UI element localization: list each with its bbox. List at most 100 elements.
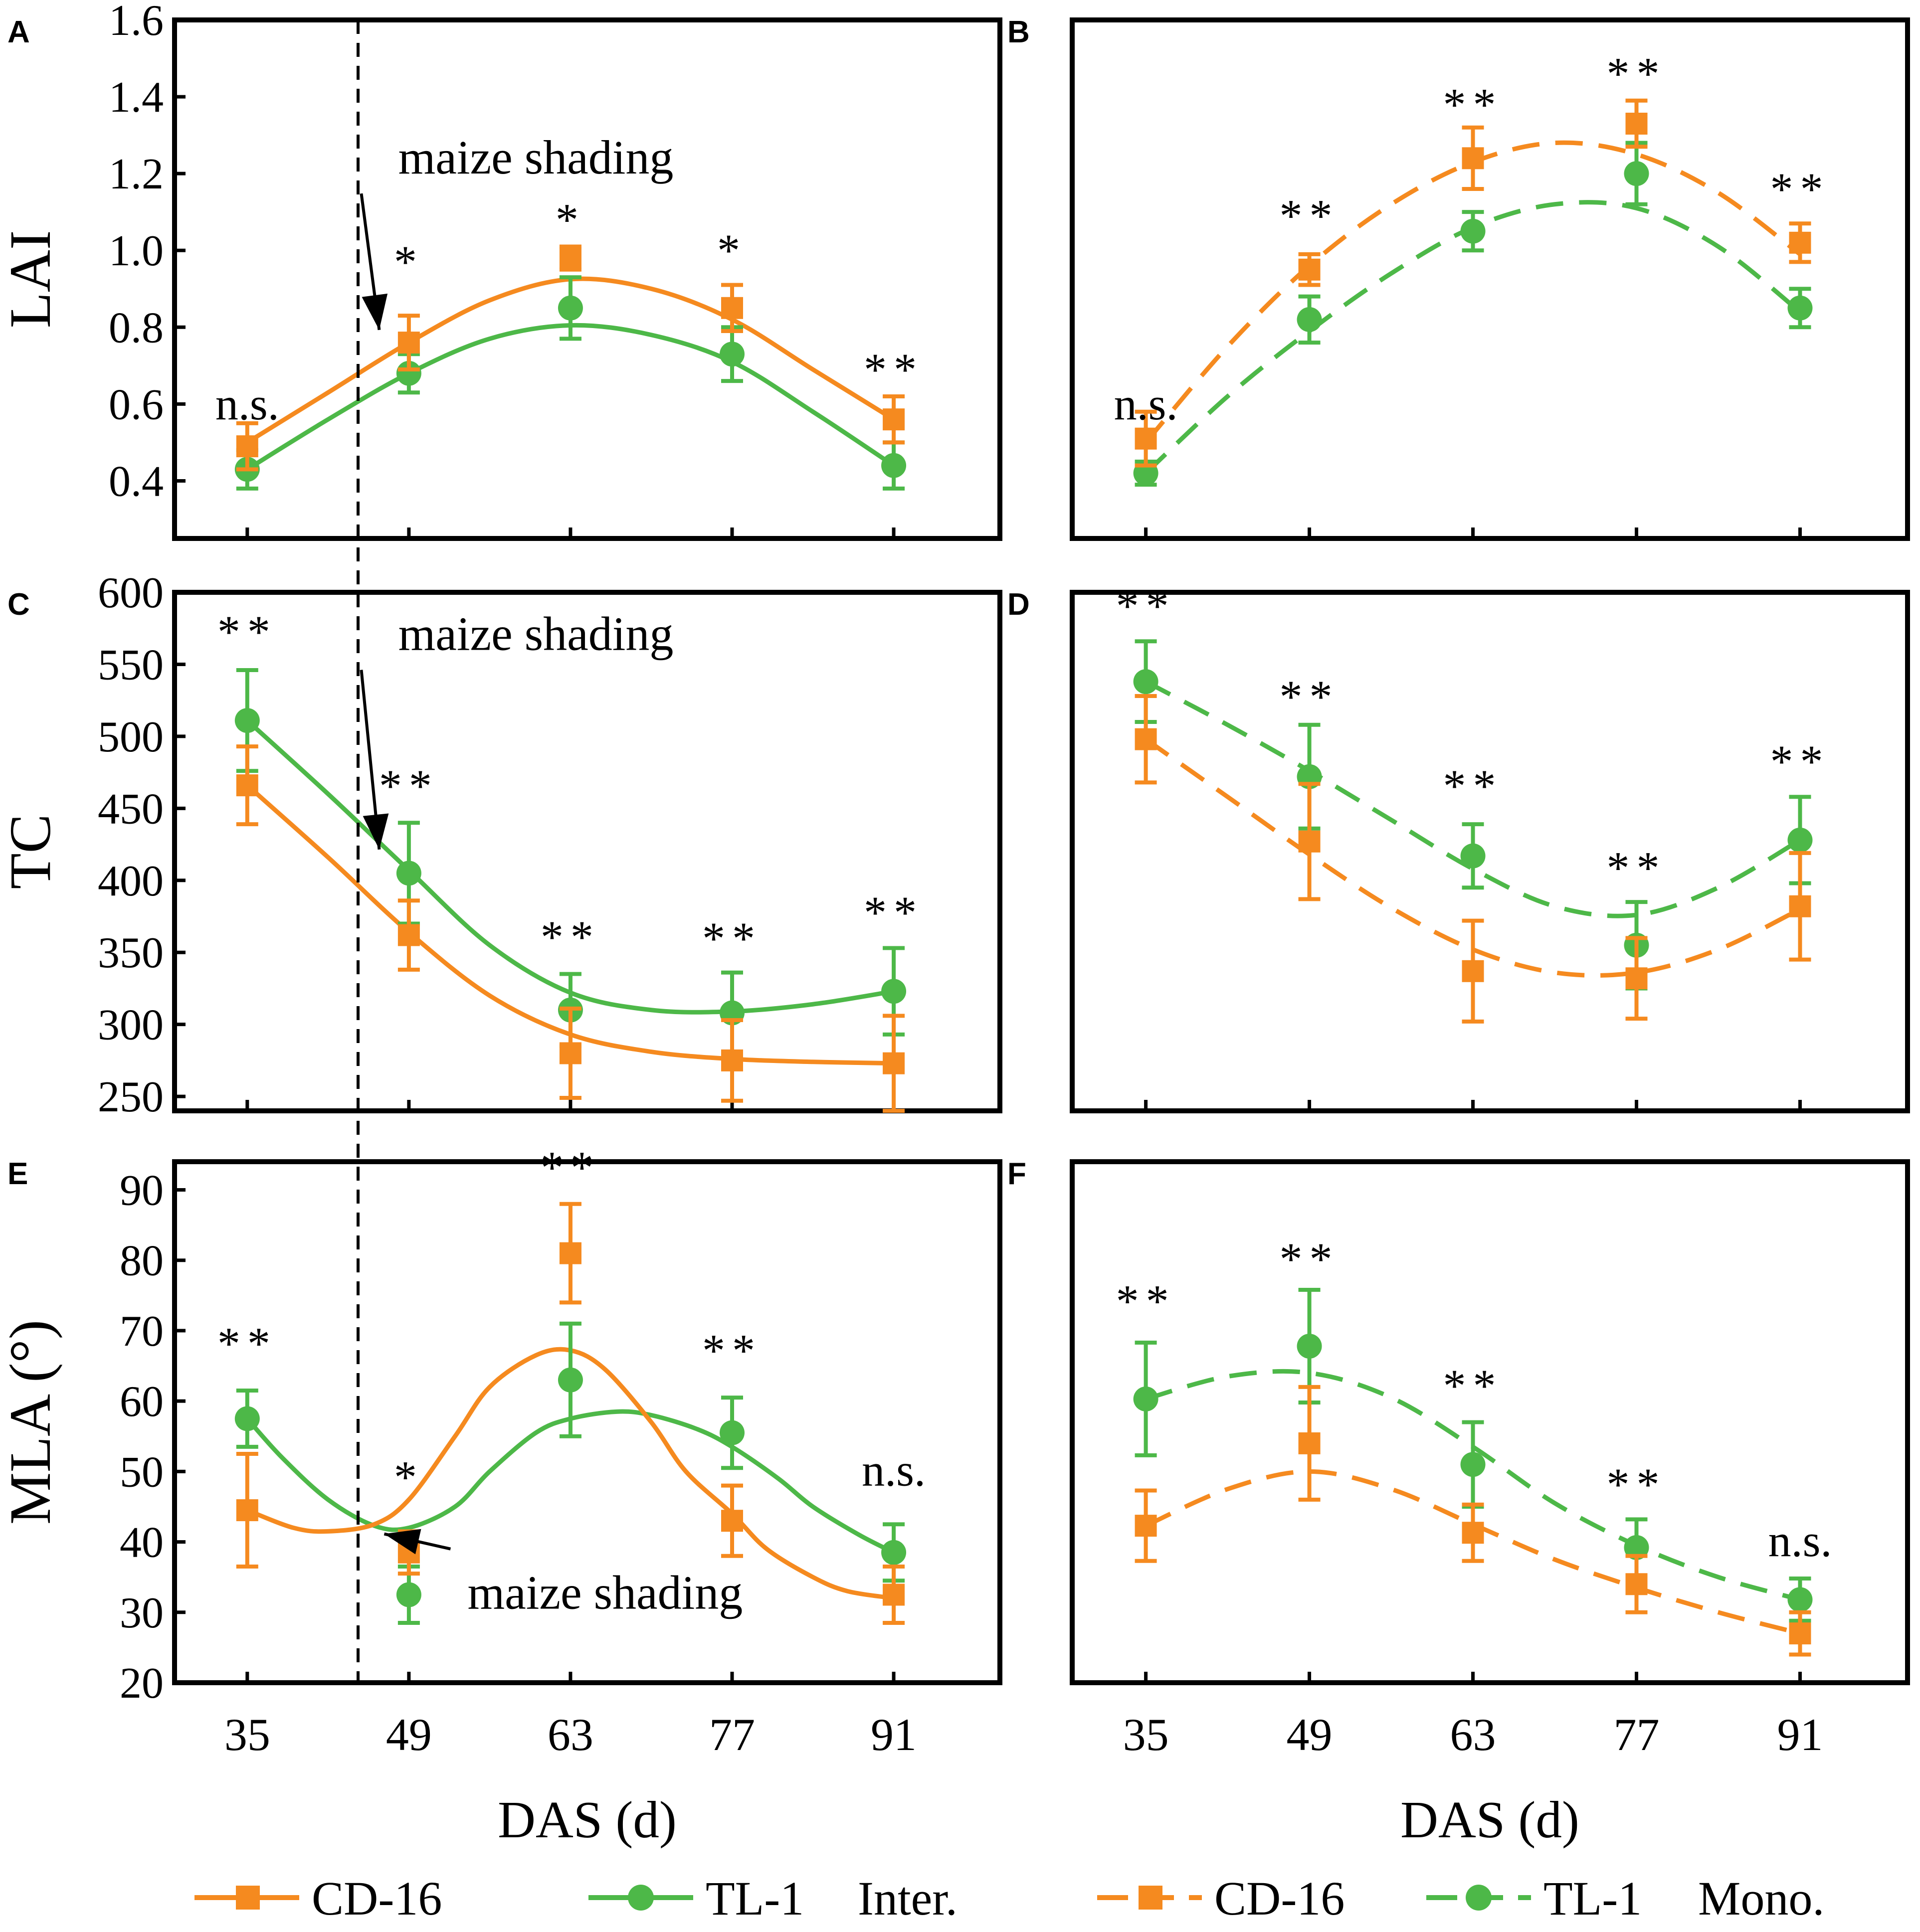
significance-label: n.s. [1768,1515,1832,1566]
significance-label: ** [1443,760,1503,811]
mono-legend-group-label: Mono. [1698,1872,1824,1925]
panel-label: D [1007,587,1030,622]
tl1-point [881,453,907,478]
tl1-point [719,342,745,367]
cd16-point [883,408,905,431]
x-tick-label: 91 [1777,1709,1823,1760]
mono-cd16-legend-label: CD-16 [1214,1872,1344,1925]
panel-b: Bn.s. ** ** ** ** [1007,15,1910,541]
annotation-label: maize shading [398,131,674,184]
tl1-fit-curve [245,718,894,1015]
cd16-point [721,1510,743,1532]
tl1-point [1460,843,1486,869]
panel-label: E [7,1157,28,1191]
cd16-point [559,247,581,269]
mono-tl1-legend-label: TL-1 [1543,1872,1642,1925]
cd16-point [1135,427,1157,450]
significance-label: ** [1443,79,1503,130]
panel-frame [172,17,1002,541]
x-tick-label: 49 [1287,1709,1333,1760]
x-tick-label: 77 [1614,1709,1660,1760]
cd16-point [1625,967,1648,990]
panel-d: D ** ** ** ** ** [1007,580,1910,1113]
inter-tl1-legend-marker [628,1885,654,1911]
cd16-point [1789,1622,1811,1645]
panel-label: F [1007,1157,1026,1191]
significance-label: * [717,225,747,276]
y-tick-label: 0.8 [109,304,164,352]
y-tick-label: 30 [120,1589,164,1637]
panel-frame [172,590,1002,1113]
significance-label: ** [864,344,924,395]
cd16-fit-curve [1144,737,1801,978]
significance-label: ** [1607,843,1667,893]
y-axis-title: TC [0,814,63,889]
tl1-point [396,360,421,386]
panel-frame [1070,590,1910,1113]
significance-label: ** [702,1325,762,1376]
cd16-point [1298,830,1321,853]
inter-cd16-legend-marker [236,1886,260,1910]
panel-label: C [7,587,30,622]
y-tick-label: 50 [120,1448,164,1496]
significance-label: n.s. [1114,378,1178,429]
significance-label: n.s. [862,1445,926,1496]
significance-label: ** [1770,736,1830,787]
cd16-point [1298,258,1321,281]
y-tick-label: 40 [120,1519,164,1567]
significance-label: ** [1280,1233,1340,1284]
x-tick-label: 49 [386,1709,432,1760]
mono-tl1-legend-marker [1466,1885,1492,1911]
tl1-point [1787,295,1813,321]
x-tick-label: 77 [709,1709,755,1760]
cd16-point [236,1499,258,1522]
y-tick-label: 550 [98,641,164,689]
x-axis-title: DAS (d) [1400,1790,1579,1849]
y-tick-label: 0.4 [109,457,164,506]
tl1-point [1133,669,1158,695]
tl1-point [396,861,421,886]
cd16-point [1135,728,1157,750]
tl1-point [1297,1333,1322,1359]
significance-label: * [394,1452,424,1503]
cd16-point [559,1242,581,1264]
y-tick-label: 1.4 [109,73,164,122]
cd16-point [883,1583,905,1606]
cd16-point [1462,960,1484,982]
y-tick-label: 600 [98,569,164,617]
panel-f: F 35 49 63 77 91 DAS (d) ** ** ** ** n.s. [1007,1157,1910,1849]
panel-frame [1070,1159,1910,1685]
x-axis-title: DAS (d) [498,1790,677,1849]
significance-label: ** [1607,48,1667,99]
tl1-point [1624,1535,1649,1560]
cd16-fit-curve [1145,1469,1801,1636]
cd16-point [721,297,743,319]
tl1-point [1460,218,1486,244]
inter-tl1-legend-label: TL-1 [706,1872,804,1925]
significance-label: ** [1280,671,1340,722]
x-tick-label: 63 [1450,1709,1496,1760]
panel-frame [1070,17,1910,541]
significance-label: ** [217,606,277,657]
tl1-point [1787,1587,1813,1612]
significance-label: * [556,194,585,245]
cd16-point [397,924,420,946]
y-axis-title: MLA (°) [0,1320,63,1525]
y-tick-label: 1.6 [109,0,164,45]
y-tick-label: 20 [120,1659,164,1708]
significance-label: ** [1607,1459,1667,1510]
y-tick-label: 80 [120,1237,164,1285]
significance-label: ** [541,1142,600,1193]
annotation-label: maize shading [398,607,674,661]
cd16-fit-curve [245,783,894,1066]
y-tick-label: 70 [120,1307,164,1356]
cd16-point [1298,1432,1321,1454]
inter-cd16-legend-label: CD-16 [312,1872,442,1925]
annotation-arrow-head [362,293,388,330]
x-tick-label: 63 [548,1709,593,1760]
cd16-point [1789,895,1811,917]
x-tick-label: 91 [871,1709,917,1760]
tl1-point [1787,827,1813,853]
y-tick-label: 90 [120,1166,164,1215]
